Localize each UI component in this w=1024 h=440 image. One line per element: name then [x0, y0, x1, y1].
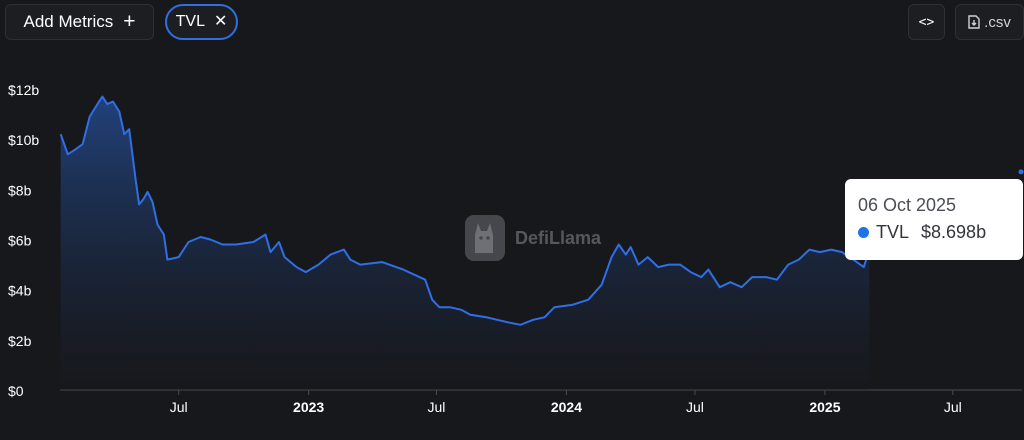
llama-logo-icon — [465, 215, 505, 261]
defillama-watermark: DefiLlama — [463, 213, 601, 263]
tooltip-point-marker — [1018, 169, 1024, 175]
x-tick-label: Jul — [944, 399, 962, 415]
tvl-area — [60, 96, 870, 390]
x-tick-label: Jul — [170, 399, 188, 415]
x-axis: Jul 2023 Jul 2024 Jul 2025 Jul — [60, 389, 1022, 415]
watermark-text: DefiLlama — [515, 227, 602, 248]
plot-area — [59, 95, 1024, 390]
x-tick-label: 2024 — [551, 399, 582, 415]
y-tick-label: $8b — [8, 182, 32, 198]
toolbar: Add Metrics + TVL ✕ <> .csv — [0, 0, 1024, 46]
chart-tooltip: 06 Oct 2025 TVL $8.698b — [845, 179, 1023, 260]
tvl-chart[interactable]: $0 $2b $4b $6b $8b $10b $12b Jul 2023 Jul 2024 Jul… — [0, 50, 1024, 435]
y-tick-label: $10b — [8, 132, 39, 148]
code-icon: <> — [918, 14, 935, 30]
x-tick-label: 2023 — [293, 399, 324, 415]
tvl-line — [59, 95, 871, 326]
add-metrics-button[interactable]: Add Metrics + — [5, 4, 154, 40]
x-tick-label: 2025 — [809, 399, 840, 415]
tooltip-date: 06 Oct 2025 — [858, 195, 957, 215]
chart-svg[interactable]: $0$2b$4b$6b$8b$10b$12b Jul 2023 Jul 2024 Jul… — [0, 50, 1024, 435]
metric-pill-tvl[interactable]: TVL ✕ — [165, 4, 238, 40]
tooltip-series-dot — [858, 227, 869, 238]
plus-icon: + — [123, 9, 136, 33]
embed-button[interactable]: <> — [908, 4, 945, 40]
y-tick-label: $2b — [8, 333, 32, 349]
y-tick-label: $12b — [8, 82, 39, 98]
y-axis: $0 $2b $4b $6b $8b $10b $12b — [8, 82, 39, 399]
x-tick-label: Jul — [428, 399, 446, 415]
metric-pill-label: TVL — [175, 13, 205, 30]
csv-label: .csv — [984, 13, 1011, 31]
y-tick-label: $4b — [8, 283, 32, 299]
y-tick-label: $6b — [8, 233, 32, 249]
file-download-icon — [968, 15, 980, 29]
y-tick-label: $0 — [8, 383, 24, 399]
download-csv-button[interactable]: .csv — [955, 4, 1024, 40]
tooltip-value: $8.698b — [921, 222, 987, 242]
tooltip-series-name: TVL — [876, 222, 910, 242]
x-tick-label: Jul — [686, 399, 704, 415]
close-icon[interactable]: ✕ — [213, 13, 228, 30]
add-metrics-label: Add Metrics — [23, 12, 114, 31]
